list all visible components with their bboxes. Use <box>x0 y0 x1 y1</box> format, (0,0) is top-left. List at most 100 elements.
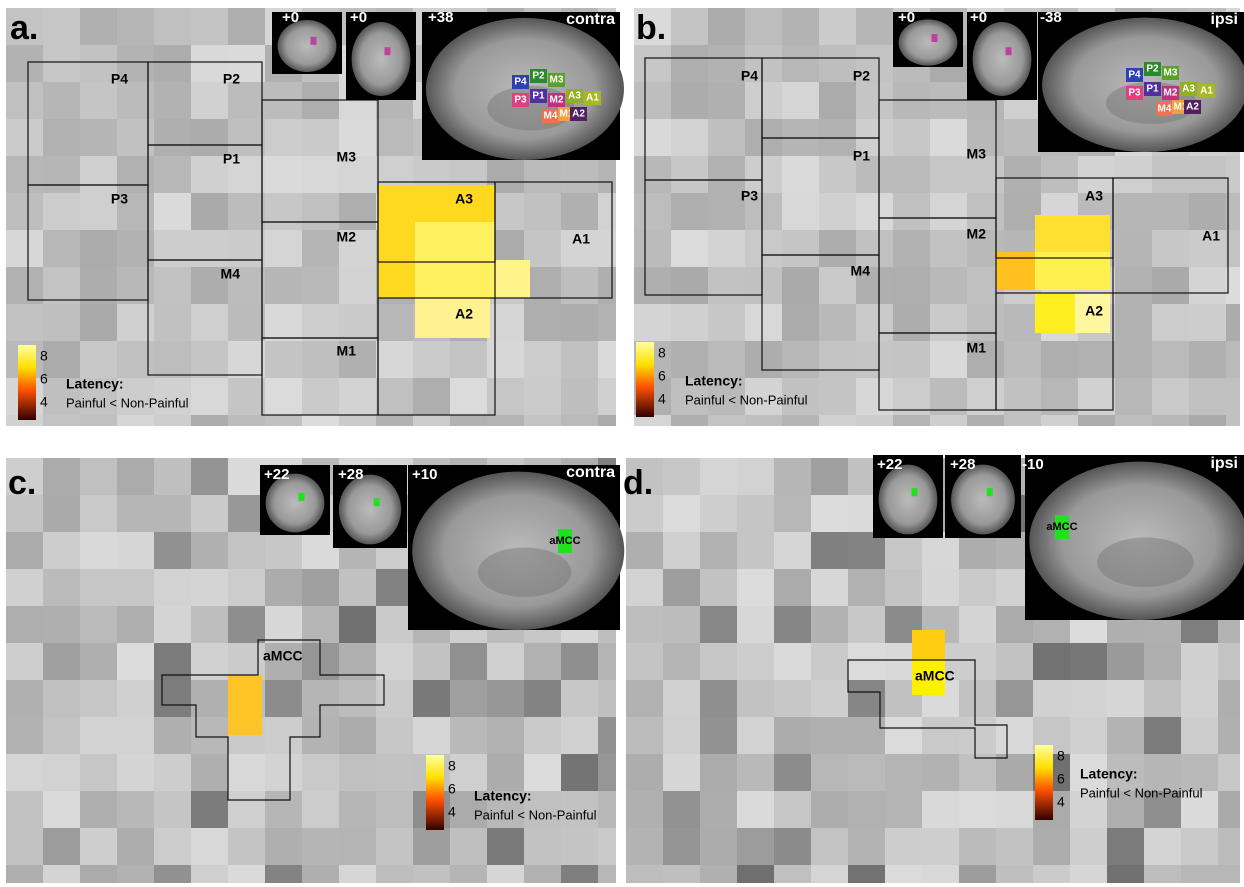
voxel <box>302 791 339 828</box>
voxel <box>339 415 376 426</box>
voxel <box>1226 378 1240 415</box>
voxel <box>708 8 745 45</box>
voxel <box>700 865 737 883</box>
voxel <box>663 458 700 495</box>
voxel <box>1144 754 1181 791</box>
voxel <box>228 754 265 791</box>
voxel <box>996 865 1033 883</box>
voxel <box>700 643 737 680</box>
voxel <box>265 865 302 883</box>
voxel <box>117 643 154 680</box>
voxel <box>671 45 708 82</box>
region-outline <box>377 297 496 416</box>
voxel <box>339 791 376 828</box>
voxel <box>43 680 80 717</box>
voxel <box>634 193 671 230</box>
inset-roi <box>1126 86 1143 100</box>
voxel <box>487 754 524 791</box>
voxel <box>1218 680 1240 717</box>
inset-roi-label: A2 <box>1186 102 1199 113</box>
voxel <box>774 791 811 828</box>
voxel <box>598 717 616 754</box>
voxel <box>671 8 708 45</box>
voxel <box>191 717 228 754</box>
voxel <box>228 341 265 378</box>
voxel <box>967 193 1004 230</box>
voxel <box>191 304 228 341</box>
voxel <box>6 45 43 82</box>
voxel <box>930 119 967 156</box>
inset-roi-label: A3 <box>1182 84 1195 95</box>
voxel <box>376 680 413 717</box>
voxel <box>745 230 782 267</box>
voxel <box>80 495 117 532</box>
voxel <box>228 643 265 680</box>
voxel <box>339 754 376 791</box>
voxel <box>302 304 339 341</box>
voxel <box>885 791 922 828</box>
voxel <box>191 828 228 865</box>
voxel <box>634 119 671 156</box>
inset-roi-label: P2 <box>532 71 545 82</box>
voxel <box>561 865 598 883</box>
inset-roi-label: M2 <box>550 95 564 106</box>
voxel <box>930 415 967 426</box>
voxel <box>811 754 848 791</box>
panel: aMCC d. +22 +28 -10 ipsi aMCC 8 6 4 Latency: Painfu… <box>623 455 1244 883</box>
voxel <box>1115 378 1152 415</box>
voxel <box>856 378 893 415</box>
voxel <box>1181 754 1218 791</box>
slice-coordinate: +0 <box>350 9 367 26</box>
voxel <box>265 341 302 378</box>
colorbar-tick-label: 4 <box>40 394 48 410</box>
voxel <box>339 717 376 754</box>
voxel <box>930 267 967 304</box>
voxel <box>1152 304 1189 341</box>
hemisphere-label: contra <box>566 464 615 481</box>
voxel <box>43 8 80 45</box>
voxel <box>959 717 996 754</box>
voxel <box>191 119 228 156</box>
voxel <box>885 717 922 754</box>
voxel <box>930 156 967 193</box>
voxel <box>811 569 848 606</box>
voxel <box>228 8 265 45</box>
colorbar-tick-label: 6 <box>1057 771 1065 787</box>
voxel <box>413 680 450 717</box>
voxel <box>265 156 302 193</box>
voxel <box>339 378 376 415</box>
voxel <box>893 267 930 304</box>
voxel <box>43 754 80 791</box>
voxel <box>43 532 80 569</box>
voxel <box>154 680 191 717</box>
inset-roi <box>530 69 547 83</box>
voxel <box>1107 865 1144 883</box>
voxel <box>1226 230 1240 267</box>
inset-roi-label: P3 <box>514 95 527 106</box>
activation <box>415 298 490 338</box>
voxel <box>967 341 1004 378</box>
voxel <box>634 156 671 193</box>
voxel <box>43 865 80 883</box>
voxel <box>626 532 663 569</box>
voxel <box>708 230 745 267</box>
voxel <box>43 415 80 426</box>
voxel <box>1189 193 1226 230</box>
inset-roi <box>1162 86 1179 100</box>
inset-roi-label: M3 <box>550 75 564 86</box>
voxel <box>598 754 616 791</box>
roi-marker <box>931 34 938 42</box>
voxel <box>848 643 885 680</box>
voxel <box>848 754 885 791</box>
voxel <box>1181 643 1218 680</box>
voxel <box>524 341 561 378</box>
voxel <box>228 82 265 119</box>
voxel <box>671 156 708 193</box>
brain <box>898 19 958 66</box>
voxel <box>1189 230 1226 267</box>
voxel <box>959 680 996 717</box>
voxel <box>339 828 376 865</box>
voxel <box>450 378 487 415</box>
voxel <box>265 717 302 754</box>
voxel <box>1078 341 1115 378</box>
